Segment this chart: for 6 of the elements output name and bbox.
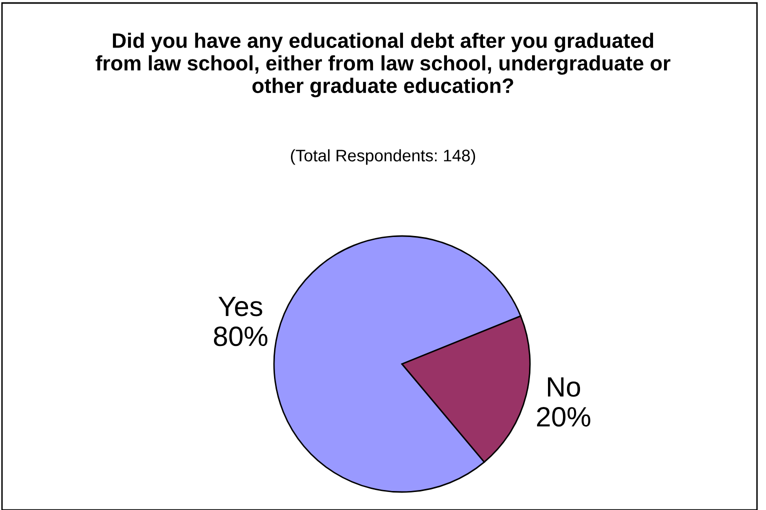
chart-subtitle: (Total Respondents: 148) [290,149,476,165]
slice-label: Yes [218,296,262,316]
data-label: 80% [214,326,268,346]
slice-label: No [548,377,580,397]
data-label: 20% [537,407,590,427]
chart-title: Did you have any educational debt after you graduated from law school, either from law school, undergraduate or other graduate education? [96,32,670,98]
